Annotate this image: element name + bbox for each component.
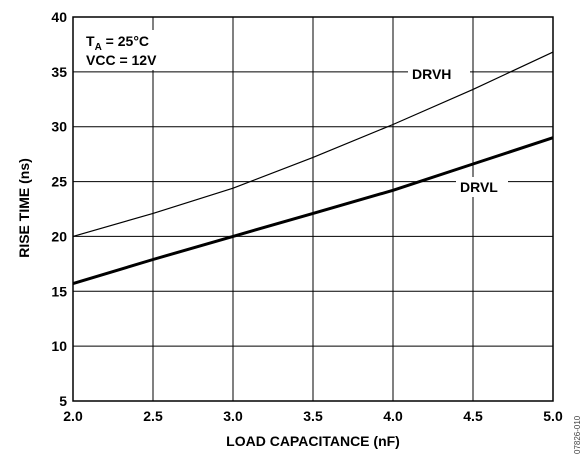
y-tick-label: 30 [51, 119, 67, 135]
grid [72, 16, 554, 402]
condition-vcc: VCC = 12V [86, 52, 157, 68]
x-tick-label: 4.5 [463, 408, 483, 424]
y-tick-label: 5 [59, 393, 67, 409]
y-tick-label: 25 [51, 174, 67, 190]
x-tick-label: 5.0 [543, 408, 563, 424]
series-label-backdrop [408, 64, 470, 84]
tick-labels: 2.0 2.5 3.0 3.5 4.0 4.5 5.0 5 10 15 20 25 30 35 40 [51, 9, 563, 424]
plot-frame [72, 16, 554, 402]
y-tick-label: 35 [51, 64, 67, 80]
figure-code: 07826-010 [573, 415, 582, 454]
y-axis-title: RISE TIME (ns) [16, 158, 32, 258]
y-tick-label: 40 [51, 9, 67, 25]
x-tick-label: 4.0 [383, 408, 403, 424]
series-line-drvl [72, 136, 554, 286]
x-tick-label: 2.5 [143, 408, 163, 424]
series-label-drvl: DRVL [460, 179, 498, 195]
y-tick-label: 10 [51, 338, 67, 354]
series-label-drvh: DRVH [412, 66, 451, 82]
condition-backdrop [82, 30, 178, 70]
x-tick-label: 2.0 [63, 408, 83, 424]
y-tick-label: 15 [51, 283, 67, 299]
y-tick-label: 20 [51, 228, 67, 244]
condition-temperature: TA = 25°C [86, 33, 149, 53]
x-axis-title: LOAD CAPACITANCE (nF) [226, 433, 400, 449]
series-label-backdrop [456, 177, 508, 197]
series-line-drvh [72, 51, 554, 237]
x-tick-label: 3.0 [223, 408, 243, 424]
series-labels: DRVH DRVL [408, 64, 508, 197]
x-tick-label: 3.5 [303, 408, 323, 424]
series-group [72, 51, 554, 286]
